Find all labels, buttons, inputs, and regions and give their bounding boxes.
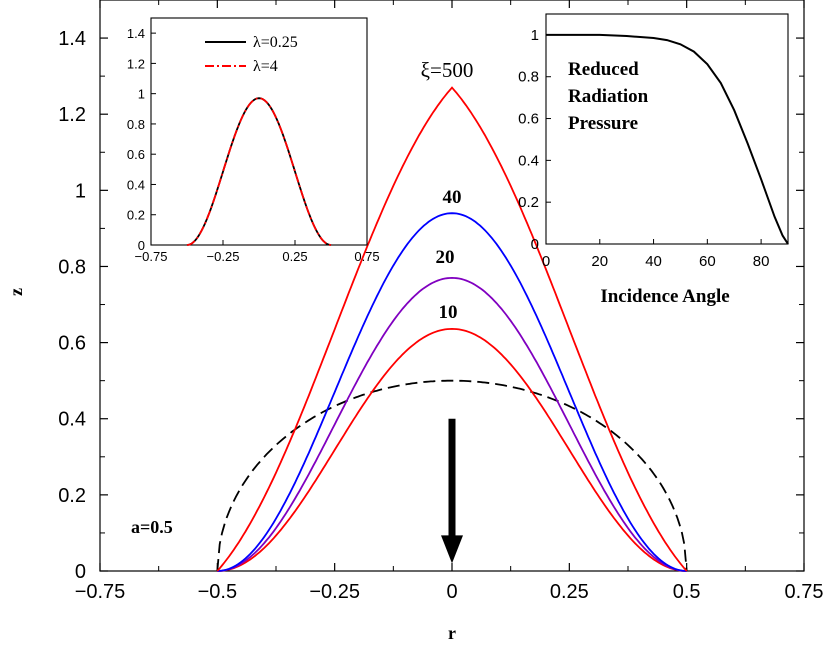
left-inset-x-tick-label: 0.25 <box>282 249 307 264</box>
right-inset-x-tick-label: 60 <box>699 253 716 270</box>
left-inset-x-tick-label: −0.75 <box>135 249 168 264</box>
left-inset-y-tick-label: 0.6 <box>127 147 145 162</box>
main-x-tick-label: −0.25 <box>309 581 360 603</box>
main-y-tick-label: 0.8 <box>58 256 86 278</box>
main-y-axis-label: z <box>6 288 26 296</box>
main-y-tick-label: 1 <box>75 180 86 202</box>
left-inset-y-tick-label: 0.8 <box>127 117 145 132</box>
main-x-tick-label: −0.5 <box>198 581 237 603</box>
left-inset-y-tick-label: 1.2 <box>127 56 145 71</box>
right-inset-series-line-0 <box>546 33 789 245</box>
main-curves <box>216 86 688 572</box>
left-inset-y-tick-label: 1.4 <box>127 26 145 41</box>
right-inset-y-tick-label: 0.6 <box>518 111 539 128</box>
main-series-line-4 <box>216 86 688 572</box>
main-x-tick-label: 0.75 <box>785 581 824 603</box>
curve-label-40: 40 <box>443 187 462 208</box>
curve-label-10: 10 <box>439 302 458 323</box>
main-x-tick-label: 0 <box>446 581 457 603</box>
left-inset-y-tick-label: 1 <box>138 87 145 102</box>
main-y-tick-label: 1.4 <box>58 28 86 50</box>
right-inset-y-tick-label: 1 <box>531 27 539 44</box>
legend-label-lambda-025: λ=0.25 <box>253 34 298 51</box>
main-ticks: −0.75 −0.5 −0.25 0 0.25 0.5 0.75 0 0.2 0.4 0.6 0.8 1… <box>58 0 823 603</box>
right-inset-x-tick-label: 40 <box>645 253 662 270</box>
right-inset-frame <box>545 13 789 245</box>
main-x-tick-label: 0.5 <box>673 581 701 603</box>
right-inset-text-line-3: Pressure <box>568 113 638 134</box>
right-inset-x-axis-label: Incidence Angle <box>600 286 729 307</box>
left-inset: −0.75 −0.25 0.25 0.75 0 0.2 0.4 0.6 0.8 1 1.2 1.4 <box>127 26 380 264</box>
curve-label-20: 20 <box>436 247 455 268</box>
left-inset-y-tick-label: 0.4 <box>127 177 145 192</box>
main-x-tick-label: 0.25 <box>550 581 589 603</box>
a-value-label: a=0.5 <box>131 517 173 537</box>
left-inset-y-tick-label: 0 <box>138 238 145 253</box>
main-series-line-2 <box>217 276 687 572</box>
right-inset-y-tick-label: 0.2 <box>518 194 539 211</box>
main-y-tick-label: 0.2 <box>58 485 86 507</box>
main-y-tick-label: 0.6 <box>58 333 86 355</box>
right-inset-y-tick-label: 0.8 <box>518 69 539 86</box>
right-inset-text-line-2: Radiation <box>568 86 649 107</box>
main-x-tick-label: −0.75 <box>75 581 126 603</box>
main-y-tick-label: 0 <box>75 561 86 583</box>
right-inset-text-line-1: Reduced <box>568 59 639 80</box>
main-series-line-3 <box>217 212 687 572</box>
right-inset-x-tick-label: 20 <box>591 253 608 270</box>
right-inset-y-tick-label: 0.4 <box>518 152 539 169</box>
xi-500-label: ξ=500 <box>421 58 474 82</box>
left-inset-frame <box>150 17 368 246</box>
right-inset: 0 20 40 60 80 0 0.2 0.4 0.6 0.8 1 <box>518 27 789 270</box>
right-inset-y-tick-label: 0 <box>531 236 539 253</box>
left-inset-y-tick-label: 0.2 <box>127 208 145 223</box>
left-inset-series-line-1 <box>186 97 332 246</box>
main-x-axis-label: r <box>448 623 456 643</box>
left-inset-x-tick-label: −0.25 <box>207 249 240 264</box>
main-y-tick-label: 0.4 <box>58 409 86 431</box>
main-series-line-1 <box>217 327 687 572</box>
left-inset-x-tick-label: 0.75 <box>354 249 379 264</box>
right-inset-x-tick-label: 80 <box>753 253 770 270</box>
right-inset-x-tick-label: 0 <box>542 253 550 270</box>
legend-label-lambda-4: λ=4 <box>253 58 278 75</box>
down-arrow-head <box>441 535 463 564</box>
main-y-tick-label: 1.2 <box>58 104 86 126</box>
